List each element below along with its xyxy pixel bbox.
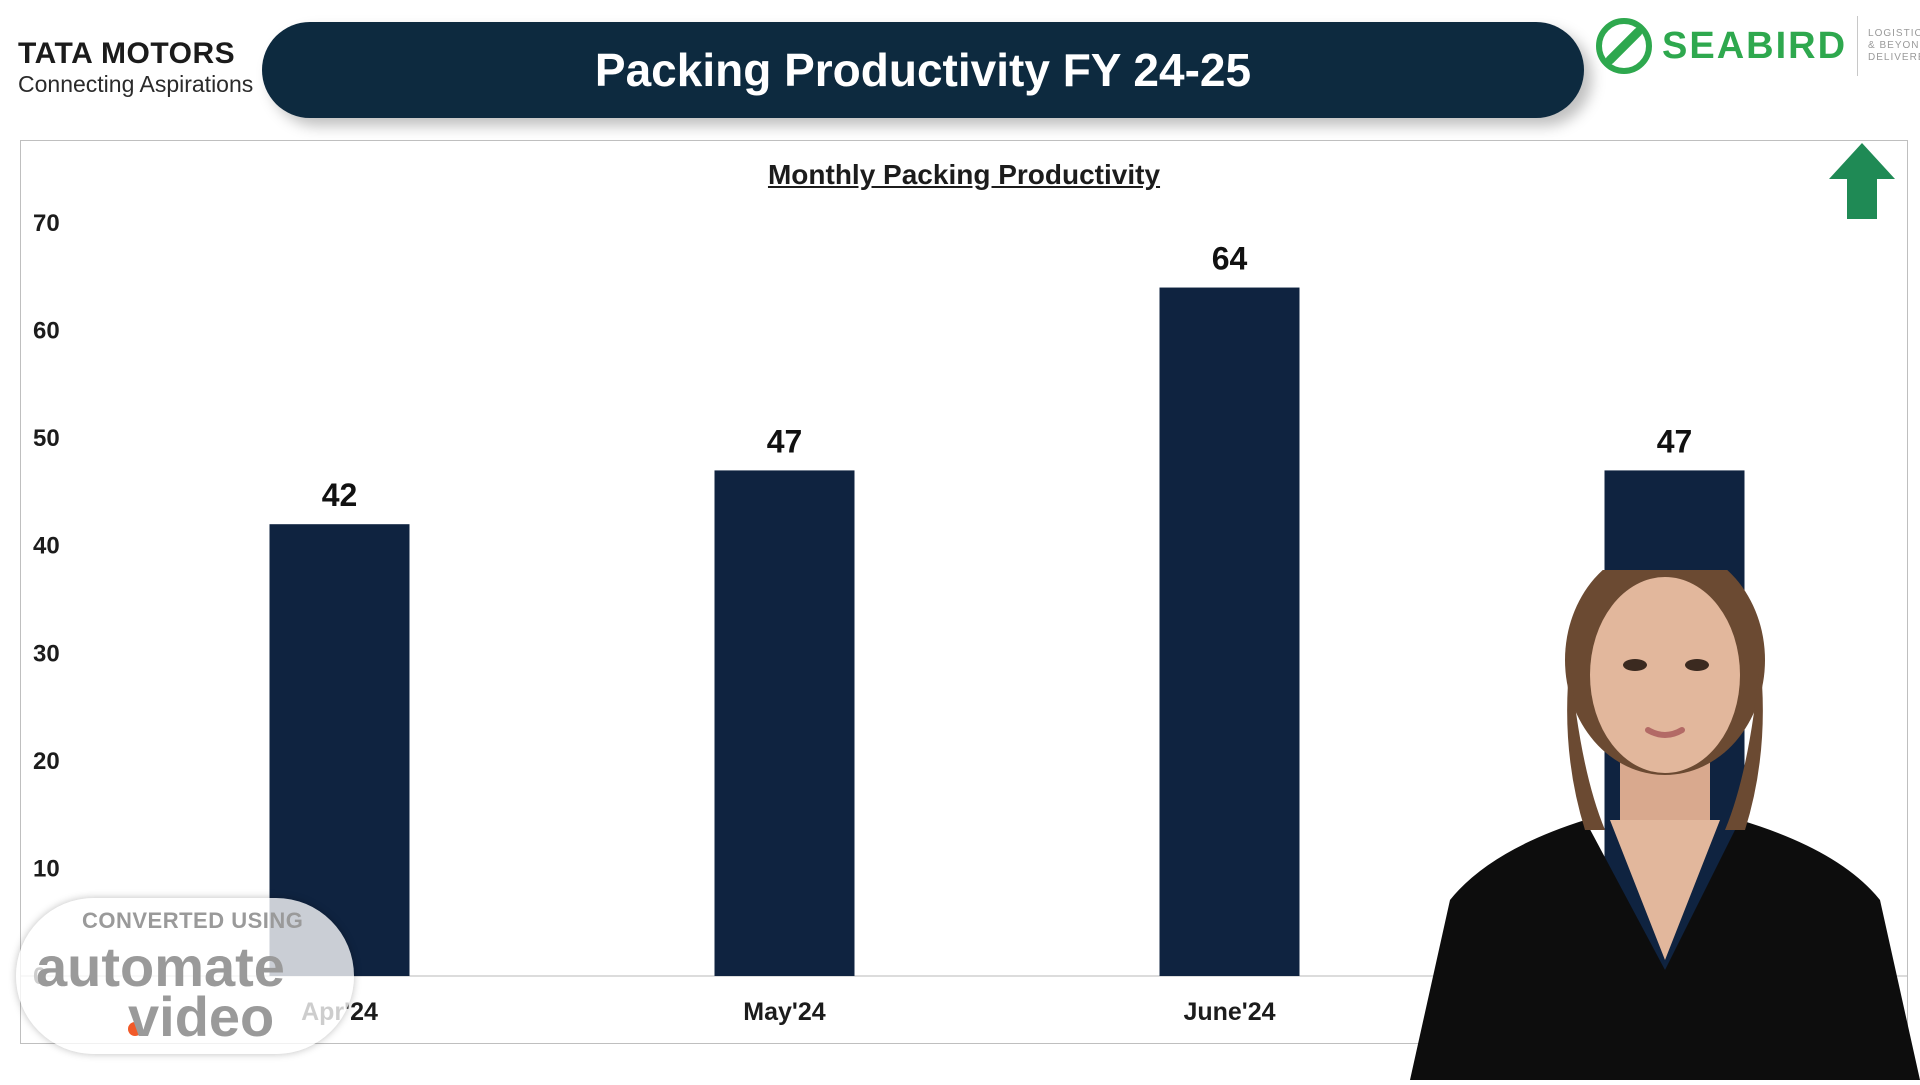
bar-3 bbox=[1159, 287, 1300, 976]
x-tick-label: May'24 bbox=[743, 998, 825, 1026]
y-tick-label: 10 bbox=[33, 855, 60, 882]
y-tick-label: 50 bbox=[33, 425, 60, 452]
data-label: 47 bbox=[1657, 423, 1693, 459]
watermark-line-1: CONVERTED USING bbox=[82, 908, 304, 933]
data-label: 64 bbox=[1212, 241, 1248, 277]
y-tick-label: 60 bbox=[33, 318, 60, 345]
x-tick-label: June'24 bbox=[1183, 998, 1275, 1026]
presenter-video-overlay bbox=[1410, 545, 1920, 1080]
page-title: Packing Productivity FY 24-25 bbox=[594, 44, 1252, 96]
logo-divider bbox=[1857, 16, 1859, 76]
watermark-line-2: automate bbox=[36, 935, 285, 998]
up-arrow-icon bbox=[1829, 143, 1895, 219]
y-tick-label: 30 bbox=[33, 640, 60, 667]
title-banner: Packing Productivity FY 24-25 bbox=[262, 22, 1584, 118]
logo-tagline: Connecting Aspirations bbox=[18, 71, 254, 97]
y-tick-label: 70 bbox=[33, 210, 60, 237]
watermark-line-3: video bbox=[128, 985, 275, 1048]
y-tick-label: 40 bbox=[33, 533, 60, 560]
seabird-emblem-icon bbox=[1596, 18, 1652, 74]
y-tick-label: 20 bbox=[33, 748, 60, 775]
chart-title: Monthly Packing Productivity bbox=[767, 159, 1161, 190]
tata-motors-logo: TATA MOTORS Connecting Aspirations bbox=[18, 38, 253, 98]
seabird-wordmark: SEABIRD bbox=[1662, 24, 1848, 67]
data-label: 42 bbox=[322, 477, 358, 513]
converter-watermark: CONVERTED USING automate video bbox=[16, 898, 354, 1054]
data-label: 47 bbox=[767, 423, 803, 459]
watermark-dot bbox=[128, 1022, 142, 1036]
tagline-line-3: DELIVERED. bbox=[1868, 52, 1920, 63]
bar-2 bbox=[714, 470, 855, 976]
logo-brand: TATA MOTORS bbox=[18, 37, 236, 70]
tagline-line-1: LOGISTICS bbox=[1868, 28, 1920, 39]
